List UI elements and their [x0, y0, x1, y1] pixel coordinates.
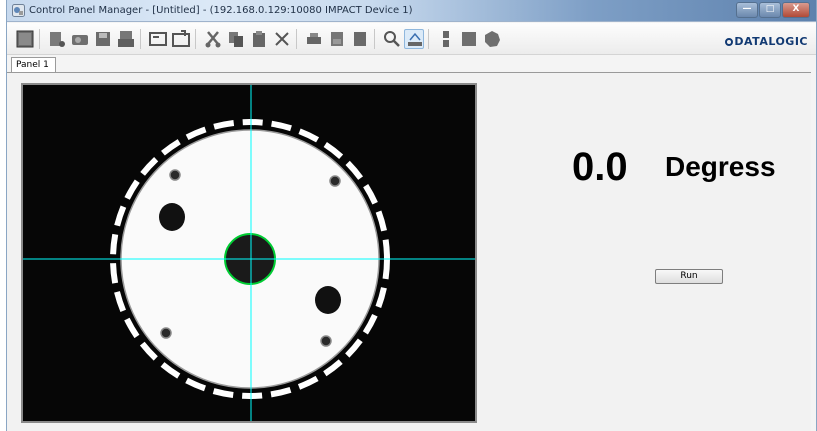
app-window: Control Panel Manager - [Untitled] - (19… — [6, 0, 817, 431]
app-icon — [12, 4, 25, 17]
toolbar-separator — [296, 29, 297, 49]
zoom-icon[interactable] — [382, 29, 402, 49]
circle-shape-icon[interactable] — [482, 29, 502, 49]
screw-hole — [320, 335, 332, 347]
toolbar: DATALOGIC — [7, 23, 816, 55]
logo-mark-icon — [725, 38, 734, 46]
camera-image — [23, 85, 475, 421]
toolbar-separator — [374, 29, 375, 49]
upper-left-hole — [159, 203, 185, 231]
screen-tool-icon[interactable] — [148, 29, 168, 49]
square-shape-icon[interactable] — [459, 29, 479, 49]
device-tool-icon[interactable] — [47, 29, 67, 49]
maximize-button[interactable]: □ — [759, 2, 781, 18]
screen-edit-tool-icon[interactable] — [171, 29, 191, 49]
camera-image-view[interactable] — [21, 83, 477, 423]
maximize-icon: □ — [765, 4, 775, 14]
minimize-button[interactable]: — — [736, 2, 758, 18]
close-button[interactable]: X — [782, 2, 810, 18]
toolbar-separator — [39, 29, 40, 49]
select-tool-icon[interactable] — [15, 29, 35, 49]
minimize-icon: — — [742, 4, 752, 14]
datalogic-logo: DATALOGIC — [725, 35, 808, 48]
toolbar-separator — [428, 29, 429, 49]
window-controls: — □ X — [735, 2, 810, 18]
grid-snap-icon[interactable] — [404, 29, 424, 49]
run-button[interactable]: Run — [655, 269, 723, 284]
tab-bar: Panel 1 — [7, 56, 816, 73]
toolbar-separator — [140, 29, 141, 49]
title-bar[interactable]: Control Panel Manager - [Untitled] - (19… — [7, 0, 816, 22]
toolbar-separator — [195, 29, 196, 49]
panel-canvas: 0.0 Degress Run — [7, 72, 811, 431]
window-title: Control Panel Manager - [Untitled] - (19… — [29, 5, 413, 16]
lower-right-hole — [315, 286, 341, 314]
close-icon: X — [792, 4, 800, 14]
print-preview-icon[interactable] — [327, 29, 347, 49]
save-tool-icon[interactable] — [93, 29, 113, 49]
delete-icon[interactable] — [272, 29, 292, 49]
tab-panel-1[interactable]: Panel 1 — [11, 57, 56, 73]
copy-icon[interactable] — [226, 29, 246, 49]
logo-text: DATALOGIC — [734, 35, 808, 48]
result-value: 0.0 — [572, 145, 628, 189]
screw-hole — [169, 169, 181, 181]
align-icon[interactable] — [436, 29, 456, 49]
page-icon[interactable] — [350, 29, 370, 49]
stack-tool-icon[interactable] — [116, 29, 136, 49]
camera-tool-icon[interactable] — [70, 29, 90, 49]
cut-icon[interactable] — [203, 29, 223, 49]
result-unit-label: Degress — [665, 151, 776, 182]
paste-icon[interactable] — [249, 29, 269, 49]
screw-hole — [329, 175, 341, 187]
screw-hole — [160, 327, 172, 339]
print-icon[interactable] — [304, 29, 324, 49]
